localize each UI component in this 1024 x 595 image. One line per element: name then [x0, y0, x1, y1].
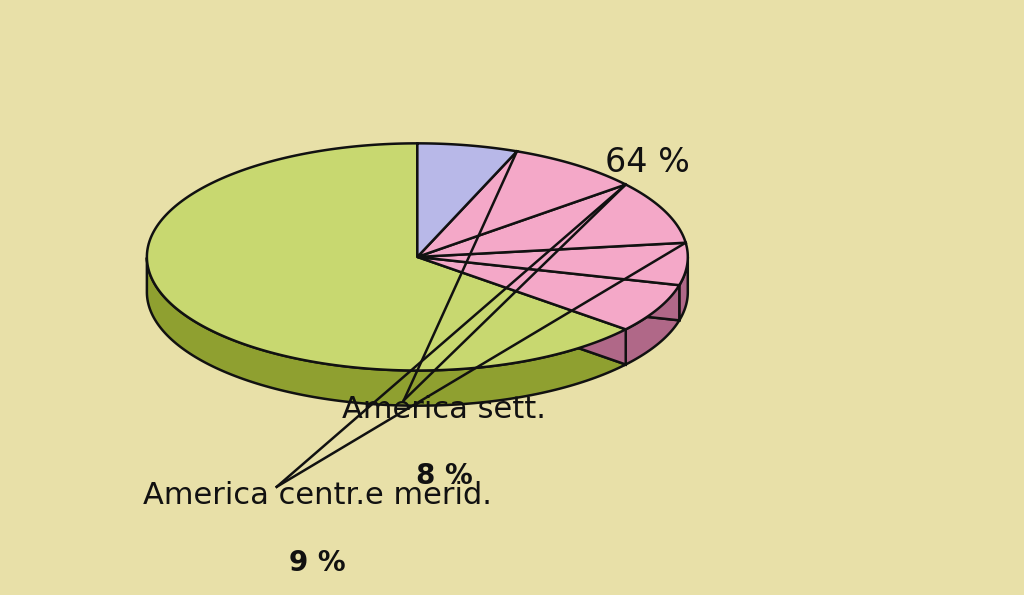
Polygon shape — [418, 243, 688, 285]
Polygon shape — [418, 151, 626, 257]
Polygon shape — [418, 143, 517, 257]
Polygon shape — [418, 257, 679, 330]
Polygon shape — [146, 258, 626, 406]
Text: 64 %: 64 % — [605, 146, 690, 178]
Polygon shape — [418, 257, 679, 320]
Text: 9 %: 9 % — [289, 549, 345, 577]
Polygon shape — [418, 257, 626, 365]
Polygon shape — [418, 257, 679, 320]
Polygon shape — [626, 285, 679, 365]
Text: America centr.e merid.: America centr.e merid. — [142, 481, 492, 511]
Text: America sett.: America sett. — [342, 395, 547, 424]
Polygon shape — [418, 257, 626, 365]
Polygon shape — [418, 184, 686, 257]
Text: 8 %: 8 % — [416, 462, 473, 490]
Polygon shape — [679, 257, 688, 320]
Polygon shape — [146, 143, 626, 371]
